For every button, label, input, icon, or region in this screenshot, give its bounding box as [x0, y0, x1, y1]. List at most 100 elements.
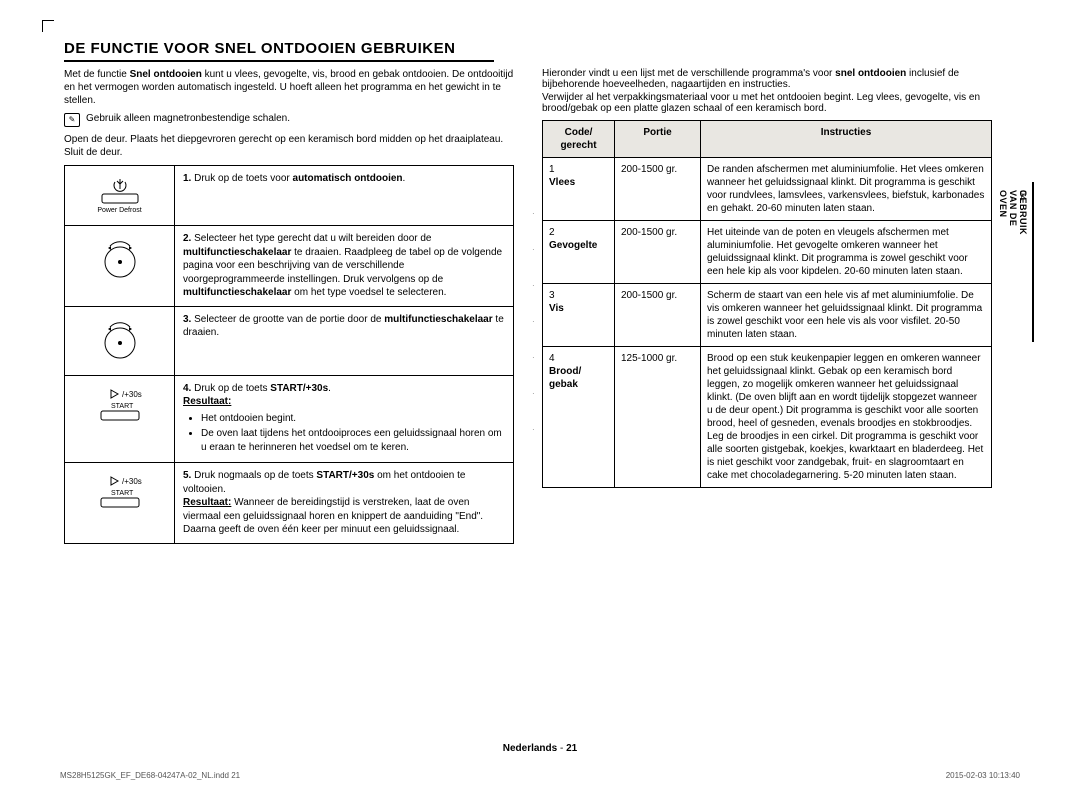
footer-sep: -	[557, 743, 566, 754]
table-row: /+30s START 4. Druk op de toets START/+3…	[65, 375, 514, 463]
instructions-cell: Scherm de staart van een hele vis af met…	[701, 284, 992, 347]
col-header-instructions: Instructies	[701, 121, 992, 158]
code-cell: 4 Brood/ gebak	[543, 347, 615, 488]
text: Druk nogmaals op de toets	[194, 470, 316, 481]
instructions-cell: De randen afschermen met aluminiumfolie.…	[701, 158, 992, 221]
section-heading: DE FUNCTIE VOOR SNEL ONTDOOIEN GEBRUIKEN	[64, 40, 494, 62]
table-row: 1Vlees 200-1500 gr. De randen afschermen…	[543, 158, 992, 221]
crop-mark	[42, 20, 54, 32]
list-item: Het ontdooien begint.	[201, 412, 505, 426]
note-icon: ✎	[64, 113, 80, 127]
text: Druk op de toets	[194, 383, 270, 394]
step-text-cell: 2. Selecteer het type gerecht dat u wilt…	[175, 226, 514, 307]
list-item: De oven laat tijdens het ontdooiproces e…	[201, 427, 505, 454]
text: Met de functie	[64, 69, 130, 80]
intro-paragraph-1: Met de functie Snel ontdooien kunt u vle…	[64, 68, 514, 107]
intro-paragraph-2: Open de deur. Plaats het diepgevroren ge…	[64, 133, 514, 159]
dish-name: Gevogelte	[549, 240, 597, 251]
footer-timestamp: 2015-02-03 10:13:40	[946, 771, 1020, 780]
text: Selecteer het type gerecht dat u wilt be…	[194, 233, 431, 244]
icon-text: START	[111, 403, 134, 410]
code-cell: 2 Gevogelte	[543, 221, 615, 284]
steps-table: Power Defrost 1. Druk op de toets voor a…	[64, 165, 514, 544]
side-tab: 04 GEBRUIK VAN DE OVEN	[1018, 182, 1034, 342]
text: Selecteer de grootte van de portie door …	[194, 314, 384, 325]
icon-text: START	[111, 490, 134, 497]
note-text: Gebruik alleen magnetronbestendige schal…	[86, 113, 290, 124]
table-row: 2 Gevogelte 200-1500 gr. Het uiteinde van…	[543, 221, 992, 284]
programs-table: Code/ gerecht Portie Instructies 1Vlees …	[542, 120, 992, 488]
step-icon-cell: /+30s START	[65, 375, 175, 463]
dish-name: Vis	[549, 303, 564, 314]
table-row: 3 Vis 200-1500 gr. Scherm de staart van e…	[543, 284, 992, 347]
table-row: /+30s START 5. Druk nogmaals op de toets…	[65, 463, 514, 544]
table-row: Power Defrost 1. Druk op de toets voor a…	[65, 166, 514, 226]
code-number: 1	[549, 164, 555, 175]
power-defrost-icon	[98, 176, 142, 206]
portion-cell: 200-1500 gr.	[615, 221, 701, 284]
instructions-cell: Brood op een stuk keukenpapier leggen en…	[701, 347, 992, 488]
icon-text: /+30s	[122, 477, 142, 486]
bold-term: multifunctieschakelaar	[183, 287, 291, 298]
icon-label: Power Defrost	[69, 206, 170, 215]
footer-page: 21	[566, 743, 577, 754]
text: .	[403, 173, 406, 184]
step-text-cell: 3. Selecteer de grootte van de portie do…	[175, 306, 514, 375]
table-row: 3. Selecteer de grootte van de portie do…	[65, 306, 514, 375]
table-row: 4 Brood/ gebak 125-1000 gr. Brood op een …	[543, 347, 992, 488]
code-cell: 3 Vis	[543, 284, 615, 347]
step-icon-cell	[65, 226, 175, 307]
portion-cell: 200-1500 gr.	[615, 158, 701, 221]
dial-icon	[96, 317, 144, 365]
step-icon-cell	[65, 306, 175, 375]
code-number: 2	[549, 227, 555, 238]
portion-cell: 125-1000 gr.	[615, 347, 701, 488]
code-cell: 1Vlees	[543, 158, 615, 221]
footer-filename: MS28H5125GK_EF_DE68-04247A-02_NL.indd 21	[60, 771, 240, 780]
portion-cell: 200-1500 gr.	[615, 284, 701, 347]
footer-language: Nederlands	[503, 743, 557, 754]
text: om het type voedsel te selecteren.	[291, 287, 446, 298]
page-content: DE FUNCTIE VOOR SNEL ONTDOOIEN GEBRUIKEN…	[64, 40, 1024, 752]
bold-term: snel ontdooien	[835, 68, 906, 79]
bold-term: START/+30s	[316, 470, 374, 481]
right-paragraph-2: Verwijder al het verpakkingsmateriaal vo…	[542, 92, 992, 114]
result-bullets: Het ontdooien begint. De oven laat tijde…	[201, 412, 505, 455]
note-row: ✎ Gebruik alleen magnetronbestendige sch…	[64, 113, 514, 127]
step-icon-cell: /+30s START	[65, 463, 175, 544]
start-icon: /+30s START	[95, 386, 145, 422]
col-header-portion: Portie	[615, 121, 701, 158]
text: Hieronder vindt u een lijst met de versc…	[542, 68, 835, 79]
dial-icon	[96, 236, 144, 284]
dish-name: Brood/ gebak	[549, 366, 581, 390]
step-number: 2.	[183, 233, 191, 244]
bold-term: multifunctieschakelaar	[183, 247, 291, 258]
col-header-code: Code/ gerecht	[543, 121, 615, 158]
step-number: 3.	[183, 314, 191, 325]
table-header-row: Code/ gerecht Portie Instructies	[543, 121, 992, 158]
step-number: 1.	[183, 173, 191, 184]
step-number: 5.	[183, 470, 191, 481]
code-number: 4	[549, 353, 555, 364]
footer-center: Nederlands - 21	[0, 743, 1080, 754]
text: .	[328, 383, 331, 394]
bold-term: multifunctieschakelaar	[384, 314, 492, 325]
fold-marks: ·······	[532, 196, 535, 448]
text: Druk op de toets voor	[194, 173, 292, 184]
step-number: 4.	[183, 383, 191, 394]
bold-term: automatisch ontdooien	[293, 173, 403, 184]
step-text-cell: 4. Druk op de toets START/+30s. Resultaa…	[175, 375, 514, 463]
step-text-cell: 1. Druk op de toets voor automatisch ont…	[175, 166, 514, 226]
result-label: Resultaat:	[183, 497, 231, 508]
chapter-title: GEBRUIK VAN DE OVEN	[998, 190, 1028, 235]
code-number: 3	[549, 290, 555, 301]
step-text-cell: 5. Druk nogmaals op de toets START/+30s …	[175, 463, 514, 544]
left-column: Met de functie Snel ontdooien kunt u vle…	[64, 68, 514, 544]
start-icon: /+30s START	[95, 473, 145, 509]
instructions-cell: Het uiteinde van de poten en vleugels af…	[701, 221, 992, 284]
right-column: Hieronder vindt u een lijst met de versc…	[542, 68, 992, 544]
step-icon-cell: Power Defrost	[65, 166, 175, 226]
table-row: 2. Selecteer het type gerecht dat u wilt…	[65, 226, 514, 307]
right-paragraph-1: Hieronder vindt u een lijst met de versc…	[542, 68, 992, 90]
bold-term: Snel ontdooien	[130, 69, 202, 80]
